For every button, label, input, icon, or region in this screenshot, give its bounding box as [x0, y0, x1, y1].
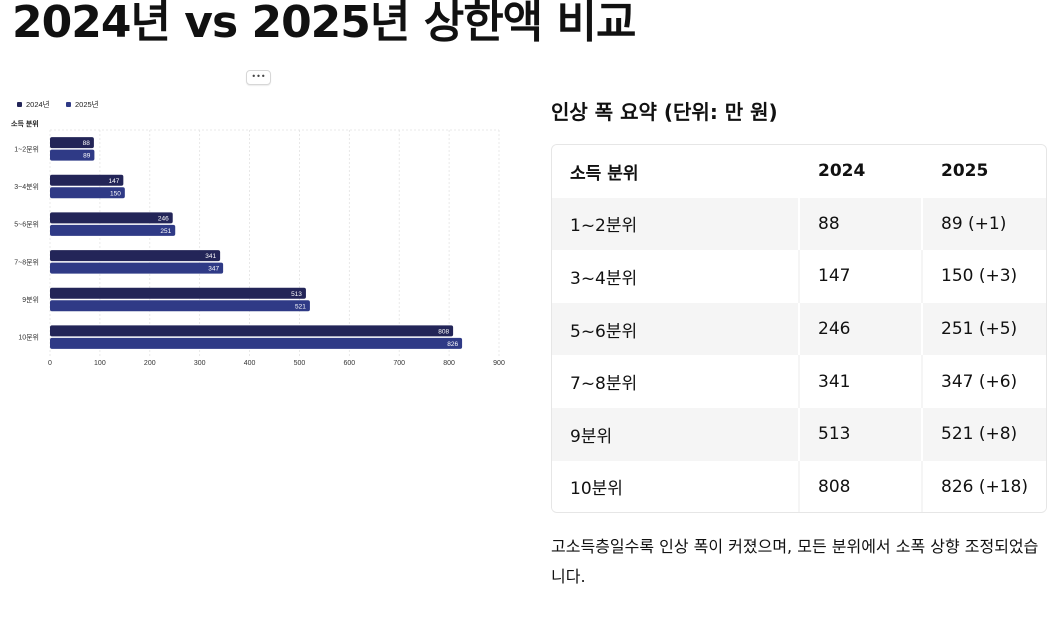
- table-cell: 5~6분위: [552, 302, 799, 356]
- bar: [50, 300, 310, 312]
- page-title: 2024년 vs 2025년 상한액 비교: [12, 0, 636, 48]
- bar: [50, 187, 125, 199]
- bar-data-label: 826: [447, 341, 458, 348]
- bar-data-label: 147: [108, 178, 119, 185]
- bar: [50, 337, 463, 349]
- table-cell: 808: [798, 460, 922, 512]
- table-row: 5~6분위 246 251 (+5): [552, 302, 1046, 356]
- y-tick-label: 3~4분위: [14, 183, 39, 191]
- chart-more-button[interactable]: •••: [246, 70, 271, 85]
- y-tick-label: 1~2분위: [14, 145, 39, 153]
- bar: [50, 287, 306, 299]
- legend-label: 2025년: [75, 99, 99, 109]
- bar-data-label: 341: [205, 253, 216, 260]
- x-tick-label: 400: [244, 360, 256, 367]
- table-cell: 341: [798, 355, 922, 408]
- column-header-2024: 2024: [798, 145, 922, 198]
- table-row: 3~4분위 147 150 (+3): [552, 250, 1046, 303]
- bar-data-label: 89: [83, 153, 91, 160]
- y-axis-title: 소득 분위: [11, 119, 39, 128]
- table-cell: 89 (+1): [921, 197, 1046, 251]
- summary-note: 고소득층일수록 인상 폭이 커졌으며, 모든 분위에서 소폭 상향 조정되었습니…: [551, 537, 1039, 586]
- bar: [50, 137, 94, 149]
- x-tick-label: 600: [343, 360, 355, 367]
- table-cell: 246: [798, 302, 922, 356]
- x-tick-label: 100: [94, 360, 106, 367]
- y-tick-label: 7~8분위: [14, 258, 39, 266]
- bar-data-label: 347: [208, 266, 219, 273]
- x-tick-label: 0: [48, 360, 52, 367]
- table-cell: 147: [798, 250, 922, 303]
- legend-swatch: [66, 102, 71, 107]
- bar: [50, 212, 173, 224]
- table-cell: 826 (+18): [921, 460, 1046, 512]
- table-cell: 150 (+3): [921, 250, 1046, 303]
- bar-data-label: 246: [158, 215, 169, 222]
- table-row: 1~2분위 88 89 (+1): [552, 197, 1046, 251]
- y-tick-label: 5~6분위: [14, 221, 39, 229]
- bar: [50, 325, 454, 337]
- table-cell: 10분위: [552, 460, 799, 512]
- x-tick-label: 500: [294, 360, 306, 367]
- legend-label: 2024년: [26, 99, 50, 109]
- bar: [50, 250, 221, 262]
- table-cell: 7~8분위: [552, 355, 799, 408]
- table-cell: 88: [798, 197, 922, 251]
- bar-data-label: 808: [438, 328, 449, 335]
- column-header-2025: 2025: [921, 145, 1046, 198]
- x-tick-label: 300: [194, 360, 206, 367]
- table-cell: 347 (+6): [921, 355, 1046, 408]
- table-header-row: 소득 분위 2024 2025: [552, 145, 1046, 198]
- x-tick-label: 900: [493, 360, 505, 367]
- y-tick-label: 9분위: [22, 296, 39, 304]
- bar: [50, 149, 95, 161]
- table-cell: 251 (+5): [921, 302, 1046, 356]
- x-tick-label: 800: [443, 360, 455, 367]
- table-cell: 521 (+8): [921, 407, 1046, 461]
- table-row: 7~8분위 341 347 (+6): [552, 355, 1046, 408]
- bar-data-label: 513: [291, 291, 302, 298]
- bar-data-label: 521: [295, 303, 306, 310]
- legend-swatch: [17, 102, 22, 107]
- table-row: 9분위 513 521 (+8): [552, 407, 1046, 461]
- bar: [50, 174, 124, 186]
- x-tick-label: 700: [393, 360, 405, 367]
- table-row: 10분위 808 826 (+18): [552, 460, 1046, 512]
- bar-data-label: 251: [160, 228, 171, 235]
- summary-table-card: 소득 분위 2024 2025 1~2분위 88 89 (+1) 3~4분위 1…: [551, 144, 1047, 513]
- table-cell: 3~4분위: [552, 250, 799, 303]
- bar: [50, 224, 176, 236]
- table-cell: 9분위: [552, 407, 799, 461]
- bar-data-label: 88: [83, 140, 91, 147]
- summary-heading: 인상 폭 요약 (단위: 만 원): [551, 100, 778, 124]
- y-tick-label: 10분위: [18, 334, 39, 342]
- column-header-quantile: 소득 분위: [552, 145, 799, 198]
- table-cell: 513: [798, 407, 922, 461]
- summary-table: 소득 분위 2024 2025 1~2분위 88 89 (+1) 3~4분위 1…: [552, 145, 1046, 512]
- x-tick-label: 200: [144, 360, 156, 367]
- bar: [50, 262, 224, 274]
- bar-data-label: 150: [110, 190, 121, 197]
- table-cell: 1~2분위: [552, 197, 799, 251]
